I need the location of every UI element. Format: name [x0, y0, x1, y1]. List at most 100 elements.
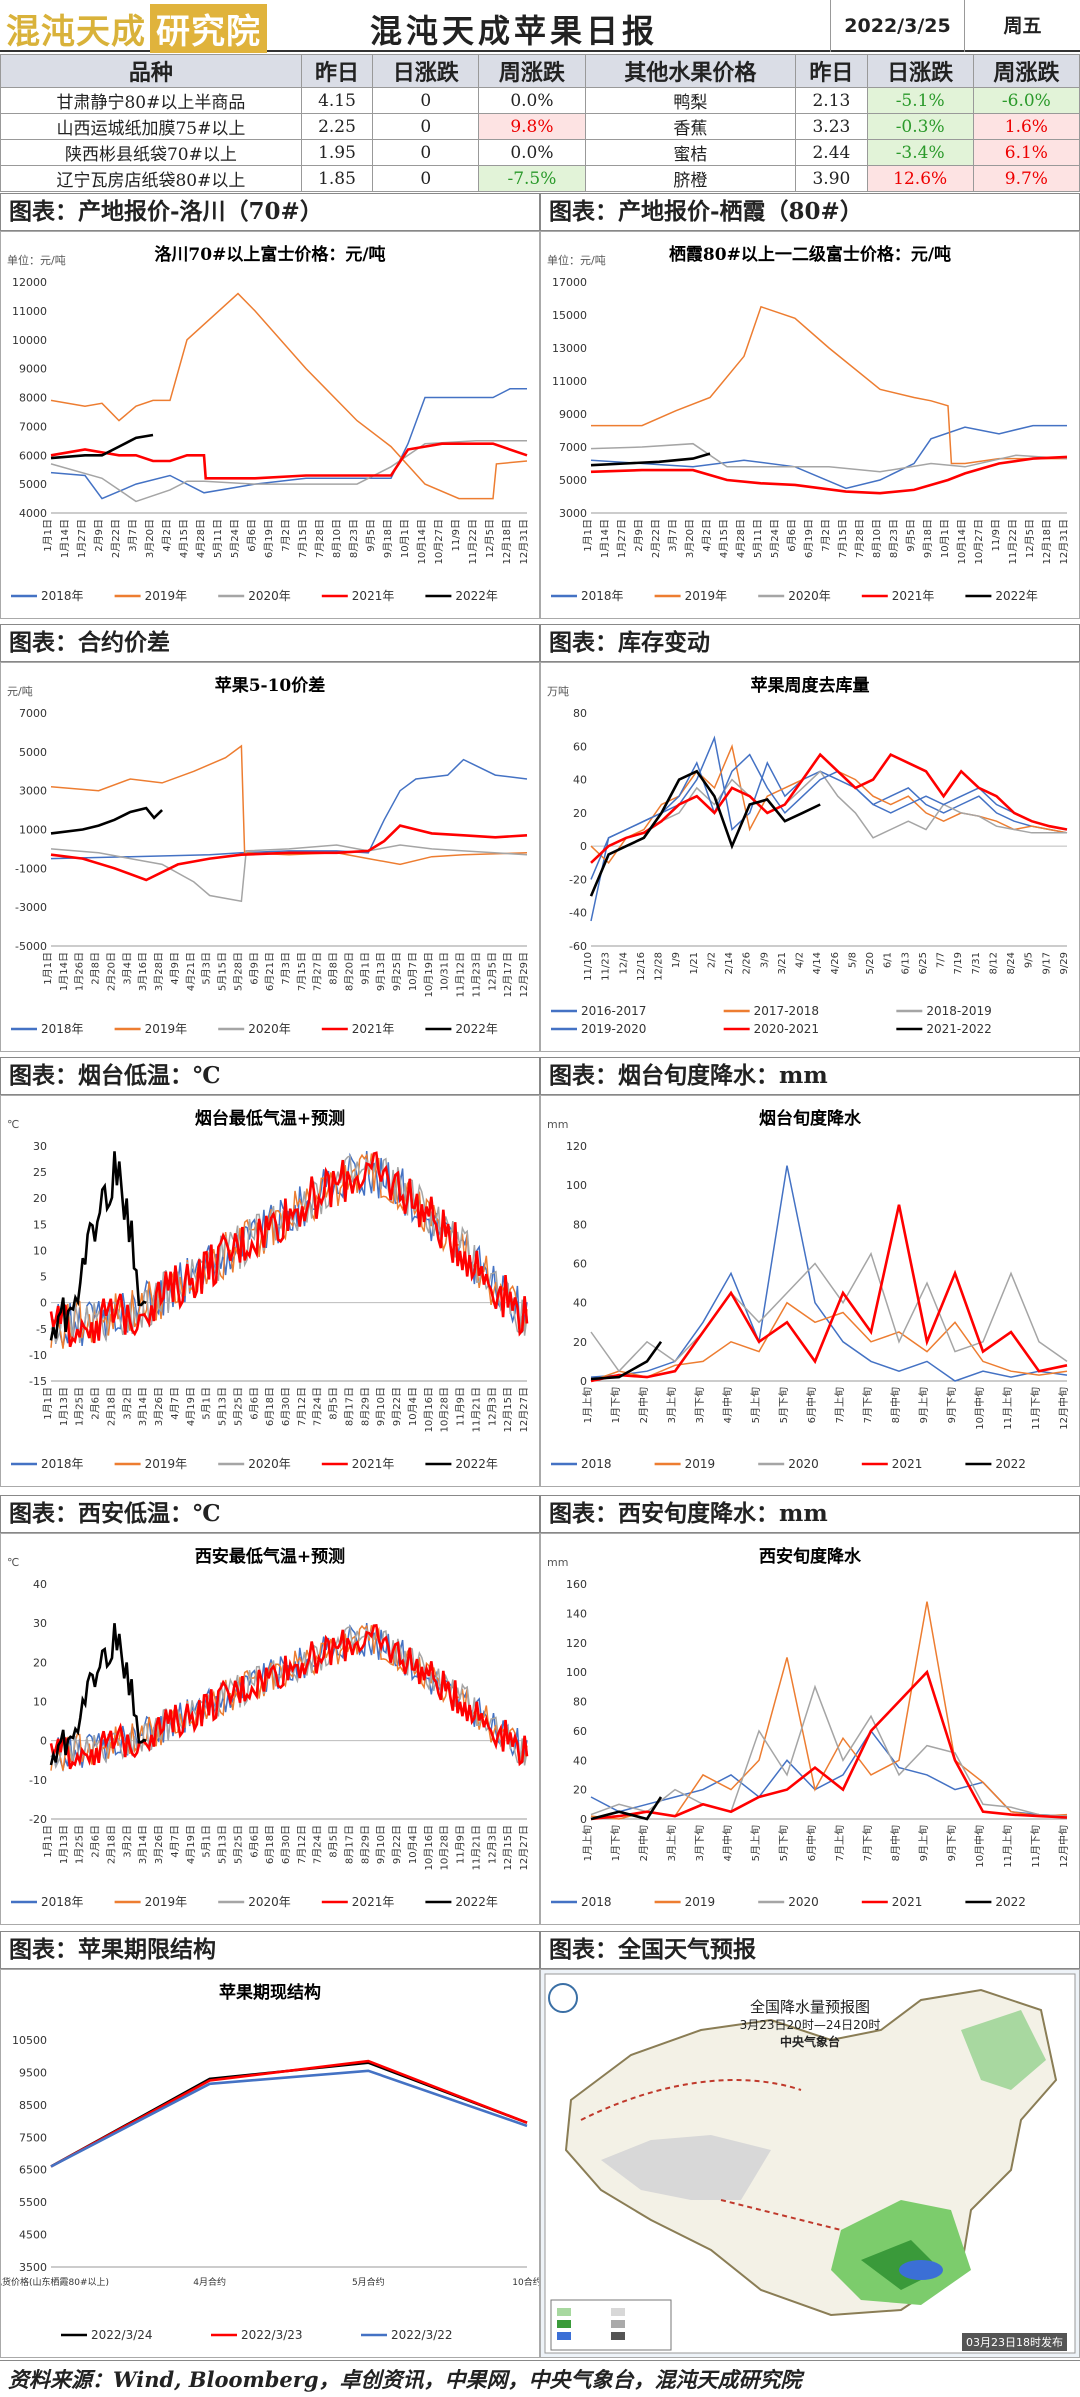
x-tick-label: 12月27日 — [518, 1387, 530, 1432]
chart-luochuan: 洛川70#以上富士价格：元/吨 单位：元/吨 4000 5000 6000 7000 800… — [0, 231, 540, 619]
series-line-2021年 — [49, 1151, 529, 1348]
y-tick-label: 0 — [580, 1813, 587, 1826]
chart-title: 烟台最低气温+预测 — [195, 1108, 345, 1129]
x-tick-label: 1月1日 — [42, 1387, 54, 1420]
x-tick-label: 3月下旬 — [693, 1387, 706, 1423]
x-tick-label: 10月28日 — [439, 1825, 451, 1870]
table-cell-name: 辽宁瓦房店纸袋80#以上 — [0, 165, 302, 192]
series-line-2018年 — [590, 424, 1067, 490]
y-tick-label: 140 — [566, 1607, 587, 1620]
x-tick-label: 12月15日 — [502, 1387, 514, 1432]
x-tick-label: 3月7日 — [127, 519, 139, 552]
report-title: 混沌天成苹果日报 — [370, 12, 659, 50]
x-tick-label: 3月2日 — [121, 1825, 133, 1858]
section-spread: 图表：合约价差 — [0, 624, 540, 662]
weather-map-image — [544, 1973, 1076, 2354]
table-cell-fy: 3.90 — [795, 165, 868, 192]
y-tick-label: -60 — [569, 940, 587, 953]
y-tick-label: 15000 — [552, 309, 587, 322]
y-tick-label: 5000 — [19, 478, 47, 491]
y-tick-label: 6000 — [19, 449, 47, 462]
x-tick-label: 1月1日 — [582, 519, 594, 552]
series-line-2019-2020 — [590, 753, 1068, 880]
section-weather: 图表：全国天气预报 — [540, 1931, 1080, 1969]
x-tick-label: 3月28日 — [153, 952, 165, 991]
y-tick-label: -40 — [569, 907, 587, 920]
x-tick-label: 现货价格(山东栖霞80#以上) — [1, 2276, 109, 2288]
x-tick-label: 6月18日 — [264, 1387, 276, 1426]
x-tick-label: 12月中旬 — [1057, 1387, 1070, 1430]
x-tick-label: 5月24日 — [229, 519, 241, 558]
x-tick-label: 7月28日 — [854, 519, 866, 558]
x-tick-label: 8月23日 — [348, 519, 360, 558]
x-tick-label: 7月12日 — [296, 1825, 308, 1864]
x-tick-label: 5月11日 — [752, 519, 764, 558]
y-tick-label: 0 — [40, 1297, 47, 1310]
x-tick-label: 8月中旬 — [889, 1387, 902, 1423]
y-tick-label: 3000 — [559, 507, 587, 520]
x-tick-label: 9月下旬 — [945, 1825, 958, 1861]
chart-unit: 单位：元/吨 — [547, 253, 606, 267]
x-tick-label: 7月2日 — [280, 519, 292, 552]
table-cell-fy: 2.44 — [795, 139, 868, 166]
x-tick-label: 5月3日 — [201, 952, 213, 985]
x-tick-label: 5月11日 — [212, 519, 224, 558]
y-tick-label: 8000 — [19, 392, 47, 405]
chart-unit: mm — [547, 1118, 568, 1131]
x-tick-label: 7/19 — [953, 952, 964, 974]
y-tick-label: 30 — [33, 1140, 47, 1153]
x-tick-label: 5月15日 — [217, 952, 229, 991]
x-tick-label: 5/8 — [847, 952, 858, 968]
chart-inventory: 苹果周度去库量 万吨 -60 -40 -20 0 20 40 60 80 11/10 11/23 12/… — [540, 662, 1080, 1052]
y-tick-label: 120 — [566, 1637, 587, 1650]
x-tick-label: 4月28日 — [195, 519, 207, 558]
table-cell-fw: -6.0% — [972, 87, 1080, 114]
chart-yantai-rain: 烟台旬度降水 mm 0 20 40 60 80 100 120 1月上旬 1月下旬 2月中旬 3月上旬 3… — [540, 1095, 1080, 1487]
chart-qixia: 栖霞80#以上一二级富士价格：元/吨 单位：元/吨 3000 5000 7000 9000… — [540, 231, 1080, 619]
logo: 混沌天成 研究院 — [6, 4, 267, 53]
y-tick-label: 3000 — [19, 785, 47, 798]
series-line-2020 — [590, 1684, 1068, 1817]
x-tick-label: 12月31日 — [518, 519, 530, 564]
x-tick-label: 1月下旬 — [609, 1825, 622, 1861]
x-tick-label: 4月合约 — [193, 2276, 226, 2288]
series-line-2022年 — [49, 1623, 147, 1766]
report-date: 2022/3/25 — [830, 0, 965, 52]
y-tick-label: 40 — [33, 1578, 47, 1591]
legend-label: 2022年 — [455, 1022, 498, 1036]
x-tick-label: 4/26 — [830, 952, 841, 974]
x-tick-label: 1月14日 — [58, 952, 70, 991]
x-tick-label: 8月29日 — [359, 1387, 371, 1426]
series-line-2022年 — [50, 433, 154, 460]
x-tick-label: 3/9 — [759, 952, 770, 968]
x-tick-label: 5月13日 — [217, 1825, 229, 1864]
y-tick-label: -20 — [29, 1813, 47, 1826]
table-header-4: 其他水果价格 — [584, 54, 797, 88]
x-tick-label: 1月25日 — [74, 1387, 86, 1426]
series-line-2021年 — [50, 442, 528, 480]
x-tick-label: 10月4日 — [407, 1825, 419, 1864]
legend-label: 2019年 — [145, 1895, 188, 1909]
series-line-2018年 — [50, 388, 527, 500]
table-cell-fw: 9.7% — [972, 165, 1080, 192]
section-inventory: 图表：库存变动 — [540, 624, 1080, 662]
legend-label: 2017-2018 — [754, 1004, 819, 1018]
x-tick-label: 7月15日 — [296, 952, 308, 991]
table-cell-y: 1.85 — [300, 165, 374, 192]
x-tick-label: 10月1日 — [399, 519, 411, 558]
legend-label: 2022/3/24 — [91, 2328, 153, 2342]
chart-unit: mm — [547, 1556, 568, 1569]
series-line-2021年 — [49, 1623, 529, 1770]
series-line-2019 — [590, 1601, 1068, 1820]
y-tick-label: 11000 — [12, 305, 47, 318]
y-tick-label: 12000 — [12, 276, 47, 289]
legend-label: 2020年 — [248, 1022, 291, 1036]
x-tick-label: 11月9日 — [455, 1825, 467, 1864]
chart-title: 西安最低气温+预测 — [195, 1546, 345, 1567]
x-tick-label: 4/2 — [795, 952, 806, 968]
table-cell-fw: 6.1% — [972, 139, 1080, 166]
x-tick-label: 6月中旬 — [805, 1387, 818, 1423]
y-tick-label: 17000 — [552, 276, 587, 289]
x-tick-label: 10月14日 — [416, 519, 428, 564]
x-tick-label: 11月9日 — [455, 1387, 467, 1426]
